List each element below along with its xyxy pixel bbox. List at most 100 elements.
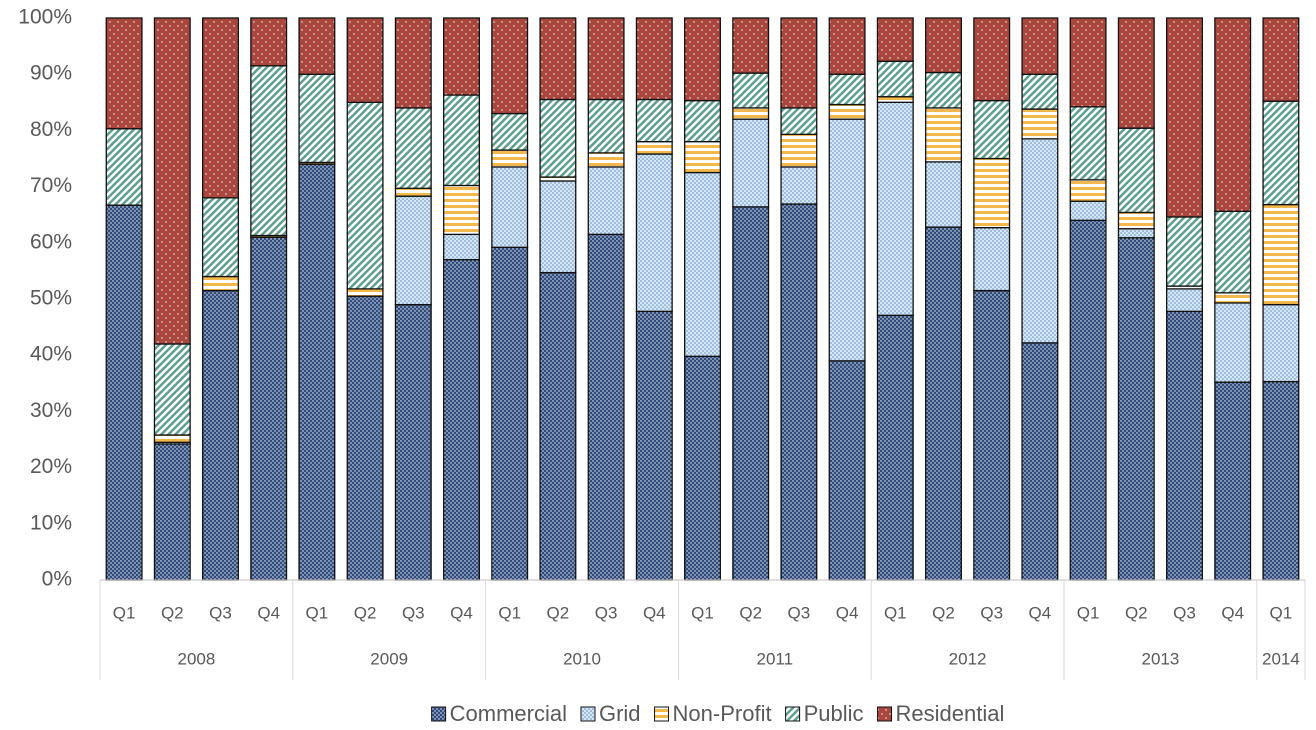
bar-segment (1021, 17, 1059, 75)
bar-segment (876, 314, 914, 581)
bar-segment (153, 17, 191, 345)
bar-segment (732, 206, 770, 581)
bar-segment (1166, 288, 1203, 313)
bar-segment (1117, 211, 1155, 230)
bar-segment (635, 310, 673, 581)
bar-segment (973, 289, 1011, 581)
bar-segment (298, 73, 336, 164)
y-tick-label: 100% (18, 6, 72, 29)
bar-segment (298, 163, 336, 581)
x-tick-label: Q1 (498, 603, 521, 622)
bar-segment (732, 118, 770, 208)
bar-segment (1214, 302, 1252, 383)
bar-segment (346, 288, 384, 297)
x-tick-label: Q2 (354, 603, 377, 622)
bar-segment (828, 103, 866, 120)
legend-swatch (785, 706, 801, 722)
bar-segment (828, 17, 866, 75)
bar-segment (1262, 203, 1300, 306)
legend-swatch (877, 706, 893, 722)
bar-segment (587, 233, 625, 581)
bar-segment (1262, 303, 1300, 383)
bar-segment (1117, 237, 1155, 581)
x-tick-label: Q4 (1029, 603, 1052, 622)
bar-segment (1214, 292, 1252, 304)
bar-segment (973, 157, 1011, 229)
x-tick-label: Q2 (932, 603, 955, 622)
bar-segment (876, 101, 914, 316)
bar-segment (780, 133, 818, 168)
x-tick-label: Q3 (209, 603, 232, 622)
bar-segment (925, 161, 962, 228)
x-tick-label: Q3 (1173, 603, 1196, 622)
y-tick-label: 70% (30, 174, 72, 197)
bar-segment (346, 17, 384, 103)
legend-swatch (580, 706, 596, 722)
x-tick-label: Q1 (691, 603, 714, 622)
bar-segment (684, 171, 721, 357)
group-label: 2012 (949, 649, 987, 668)
bar-segment (925, 17, 962, 74)
bar-segment (828, 73, 866, 106)
bar-segment (1069, 106, 1107, 181)
x-tick-label: Q1 (1270, 603, 1293, 622)
y-tick-label: 60% (30, 230, 72, 253)
x-tick-label: Q4 (836, 603, 859, 622)
bar-segment (780, 17, 818, 109)
bar-segment (635, 17, 673, 101)
bar-segment (1262, 380, 1300, 581)
legend-label: Non-Profit (673, 701, 772, 726)
bar-segment (105, 204, 143, 581)
group-label: 2008 (177, 649, 215, 668)
bar-segment (250, 17, 288, 67)
bar-segment (153, 434, 191, 443)
bar-segment (1214, 381, 1252, 581)
bar-segment (876, 96, 914, 103)
legend-swatch (431, 706, 447, 722)
bar-segment (539, 180, 577, 274)
x-tick-label: Q3 (980, 603, 1003, 622)
legend-swatch (654, 706, 670, 722)
bar-segment (202, 17, 239, 199)
bar-segment (635, 153, 673, 313)
bar-segment (780, 203, 818, 581)
group-label: 2014 (1262, 649, 1300, 668)
bar-segment (828, 360, 866, 581)
bar-segment (1214, 17, 1252, 212)
legend-label: Public (804, 701, 864, 726)
bar-segment (828, 118, 866, 362)
bar-segment (732, 107, 770, 120)
bar-segment (443, 94, 480, 187)
y-tick-label: 40% (30, 343, 72, 366)
bar-segment (105, 128, 143, 206)
bar-segment (539, 271, 577, 581)
x-tick-label: Q3 (595, 603, 618, 622)
bar-segment (1069, 179, 1107, 202)
bar-segment (635, 98, 673, 143)
bar-segment (1021, 342, 1059, 581)
y-tick-label: 10% (30, 511, 72, 534)
bar-segment (1117, 127, 1155, 214)
legend-item: Residential (877, 701, 1004, 726)
bar-segment (1021, 73, 1059, 110)
bar-segment (780, 166, 818, 205)
bar-segment (732, 72, 770, 109)
bar-segment (925, 71, 962, 109)
x-tick-label: Q4 (257, 603, 280, 622)
y-tick-label: 90% (30, 62, 72, 85)
bar-segment (1117, 17, 1155, 129)
bar-segment (1069, 17, 1107, 108)
legend-label: Commercial (450, 701, 567, 726)
x-tick-label: Q4 (450, 603, 473, 622)
x-tick-label: Q1 (884, 603, 907, 622)
bar-segment (1262, 17, 1300, 102)
x-tick-label: Q1 (1077, 603, 1100, 622)
bar-segment (876, 17, 914, 62)
y-tick-label: 20% (30, 455, 72, 478)
bar-segment (443, 233, 480, 261)
x-tick-label: Q4 (1221, 603, 1244, 622)
y-tick-label: 80% (30, 118, 72, 141)
bar-segment (250, 236, 288, 581)
bar-segment (394, 303, 432, 581)
bar-segment (443, 184, 480, 236)
